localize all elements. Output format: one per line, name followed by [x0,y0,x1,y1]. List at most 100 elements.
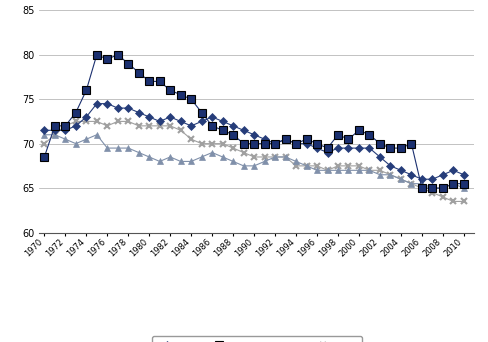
アメリカ [83,137,89,141]
先進国 [261,137,267,141]
先進国 [397,168,403,172]
ドイツ [209,142,215,146]
日本 [198,110,204,115]
ドイツ [449,199,455,203]
日本 [167,88,173,92]
先進国 [198,119,204,123]
ドイツ [251,155,257,159]
アメリカ [209,150,215,155]
ドイツ [188,137,194,141]
アメリカ [324,168,330,172]
Line: アメリカ: アメリカ [41,131,467,192]
日本 [62,124,68,128]
アメリカ [240,164,246,168]
ドイツ [272,155,278,159]
アメリカ [386,173,392,177]
Line: 日本: 日本 [40,51,467,192]
ドイツ [324,168,330,172]
日本 [251,142,257,146]
アメリカ [219,155,225,159]
ドイツ [366,168,372,172]
ドイツ [428,190,434,195]
先進国 [94,102,100,106]
日本 [324,146,330,150]
アメリカ [439,186,445,190]
ドイツ [345,164,351,168]
ドイツ [439,195,445,199]
ドイツ [292,164,298,168]
先進国 [345,146,351,150]
日本 [188,97,194,101]
先進国 [439,173,445,177]
先進国 [366,146,372,150]
アメリカ [449,182,455,186]
Legend: 先進国, 日本, アメリカ, ドイツ: 先進国, 日本, アメリカ, ドイツ [151,336,361,342]
先進国 [334,146,340,150]
日本 [209,124,215,128]
先進国 [83,115,89,119]
日本 [136,70,142,75]
日本 [125,62,131,66]
アメリカ [366,168,372,172]
アメリカ [52,133,58,137]
アメリカ [198,155,204,159]
アメリカ [345,168,351,172]
日本 [313,142,319,146]
日本 [41,155,47,159]
アメリカ [313,168,319,172]
ドイツ [355,164,361,168]
ドイツ [73,119,79,123]
アメリカ [282,155,288,159]
アメリカ [376,173,382,177]
日本 [366,133,372,137]
ドイツ [303,164,309,168]
Line: 先進国: 先進国 [41,101,466,182]
アメリカ [397,177,403,181]
先進国 [219,119,225,123]
アメリカ [188,159,194,163]
アメリカ [104,146,110,150]
アメリカ [460,186,466,190]
先進国 [282,137,288,141]
先進国 [449,168,455,172]
ドイツ [94,119,100,123]
先進国 [324,150,330,155]
ドイツ [104,124,110,128]
ドイツ [52,133,58,137]
ドイツ [460,199,466,203]
ドイツ [136,124,142,128]
ドイツ [41,142,47,146]
先進国 [376,155,382,159]
日本 [334,133,340,137]
アメリカ [157,159,163,163]
先進国 [230,124,236,128]
先進国 [157,119,163,123]
ドイツ [157,124,163,128]
日本 [115,53,121,57]
先進国 [73,124,79,128]
ドイツ [407,182,413,186]
先進国 [52,128,58,132]
ドイツ [230,146,236,150]
先進国 [41,128,47,132]
アメリカ [261,159,267,163]
アメリカ [355,168,361,172]
日本 [94,53,100,57]
ドイツ [397,177,403,181]
先進国 [240,128,246,132]
ドイツ [167,124,173,128]
ドイツ [313,164,319,168]
ドイツ [198,142,204,146]
アメリカ [292,159,298,163]
アメリカ [251,164,257,168]
アメリカ [407,182,413,186]
先進国 [355,146,361,150]
日本 [407,142,413,146]
日本 [460,182,466,186]
日本 [178,93,183,97]
アメリカ [115,146,121,150]
先進国 [292,142,298,146]
アメリカ [303,164,309,168]
日本 [52,124,58,128]
先進国 [386,164,392,168]
